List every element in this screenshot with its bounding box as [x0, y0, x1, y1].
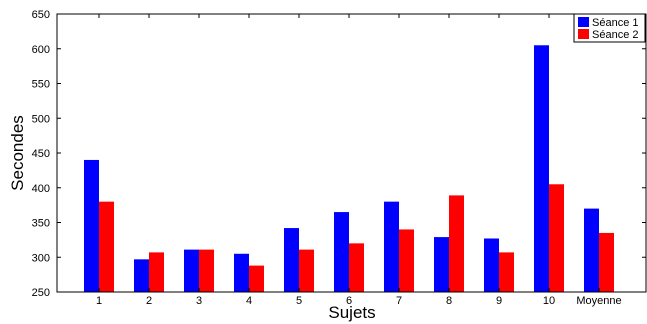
y-tick-label-400: 400 [32, 183, 50, 195]
bar-series-2-cat-10 [549, 184, 564, 292]
y-axis-label: Secondes [8, 115, 27, 191]
x-tick-label-moyenne: Moyenne [576, 295, 621, 307]
y-tick-label-600: 600 [32, 44, 50, 56]
bar-series-1-cat-6 [334, 212, 349, 292]
legend: Séance 1 Séance 2 [573, 13, 646, 43]
bars-group [84, 45, 614, 293]
bar-series-2-cat-8 [449, 195, 464, 292]
bar-series-2-cat-7 [399, 229, 414, 292]
bar-series-1-cat-10 [534, 45, 549, 293]
y-tick-label-300: 300 [32, 252, 50, 264]
bar-series-1-cat-5 [284, 228, 299, 292]
x-axis-label: Sujets [328, 303, 375, 322]
y-tick-label-500: 500 [32, 113, 50, 125]
bar-series-1-cat-4 [234, 253, 249, 292]
x-tick-label-10: 10 [543, 295, 555, 307]
y-tick-label-650: 650 [32, 9, 50, 21]
bar-series-2-cat-5 [299, 249, 314, 292]
bar-series-1-cat-1 [84, 159, 99, 292]
x-tick-label-7: 7 [396, 295, 402, 307]
bar-series-2-cat-1 [99, 201, 114, 292]
y-tick-label-350: 350 [32, 218, 50, 230]
legend-label-seance-2: Séance 2 [592, 29, 638, 41]
y-tick-label-450: 450 [32, 148, 50, 160]
x-tick-label-2: 2 [146, 295, 152, 307]
bar-series-2-cat-6 [349, 243, 364, 292]
bar-series-1-cat-3 [184, 249, 199, 292]
bar-series-1-cat-9 [484, 238, 499, 292]
x-tick-label-1: 1 [96, 295, 102, 307]
x-tick-label-9: 9 [496, 295, 502, 307]
bar-series-2-cat-moyenne [599, 232, 614, 292]
legend-label-seance-1: Séance 1 [592, 17, 638, 29]
x-tick-label-4: 4 [246, 295, 252, 307]
y-tick-labels: 250 300 350 400 450 500 550 600 650 [32, 9, 50, 299]
bar-series-2-cat-2 [149, 252, 164, 292]
x-tick-label-8: 8 [446, 295, 452, 307]
x-tick-label-5: 5 [296, 295, 302, 307]
bar-series-2-cat-3 [199, 249, 214, 292]
x-tick-label-6: 6 [346, 295, 352, 307]
legend-swatch-seance-2 [578, 29, 589, 39]
y-tick-label-250: 250 [32, 287, 50, 299]
ticks-group [57, 13, 646, 293]
legend-swatch-seance-1 [578, 17, 589, 27]
x-tick-label-3: 3 [196, 295, 202, 307]
bar-series-2-cat-4 [249, 265, 264, 292]
bar-series-1-cat-7 [384, 201, 399, 292]
bar-series-1-cat-8 [434, 237, 449, 292]
y-tick-label-550: 550 [32, 79, 50, 91]
bar-series-1-cat-moyenne [584, 208, 599, 292]
x-tick-labels: 1 2 3 4 5 6 7 8 9 10 Moyenne [96, 295, 622, 307]
bar-series-2-cat-9 [499, 252, 514, 292]
bar-series-1-cat-2 [134, 259, 149, 292]
